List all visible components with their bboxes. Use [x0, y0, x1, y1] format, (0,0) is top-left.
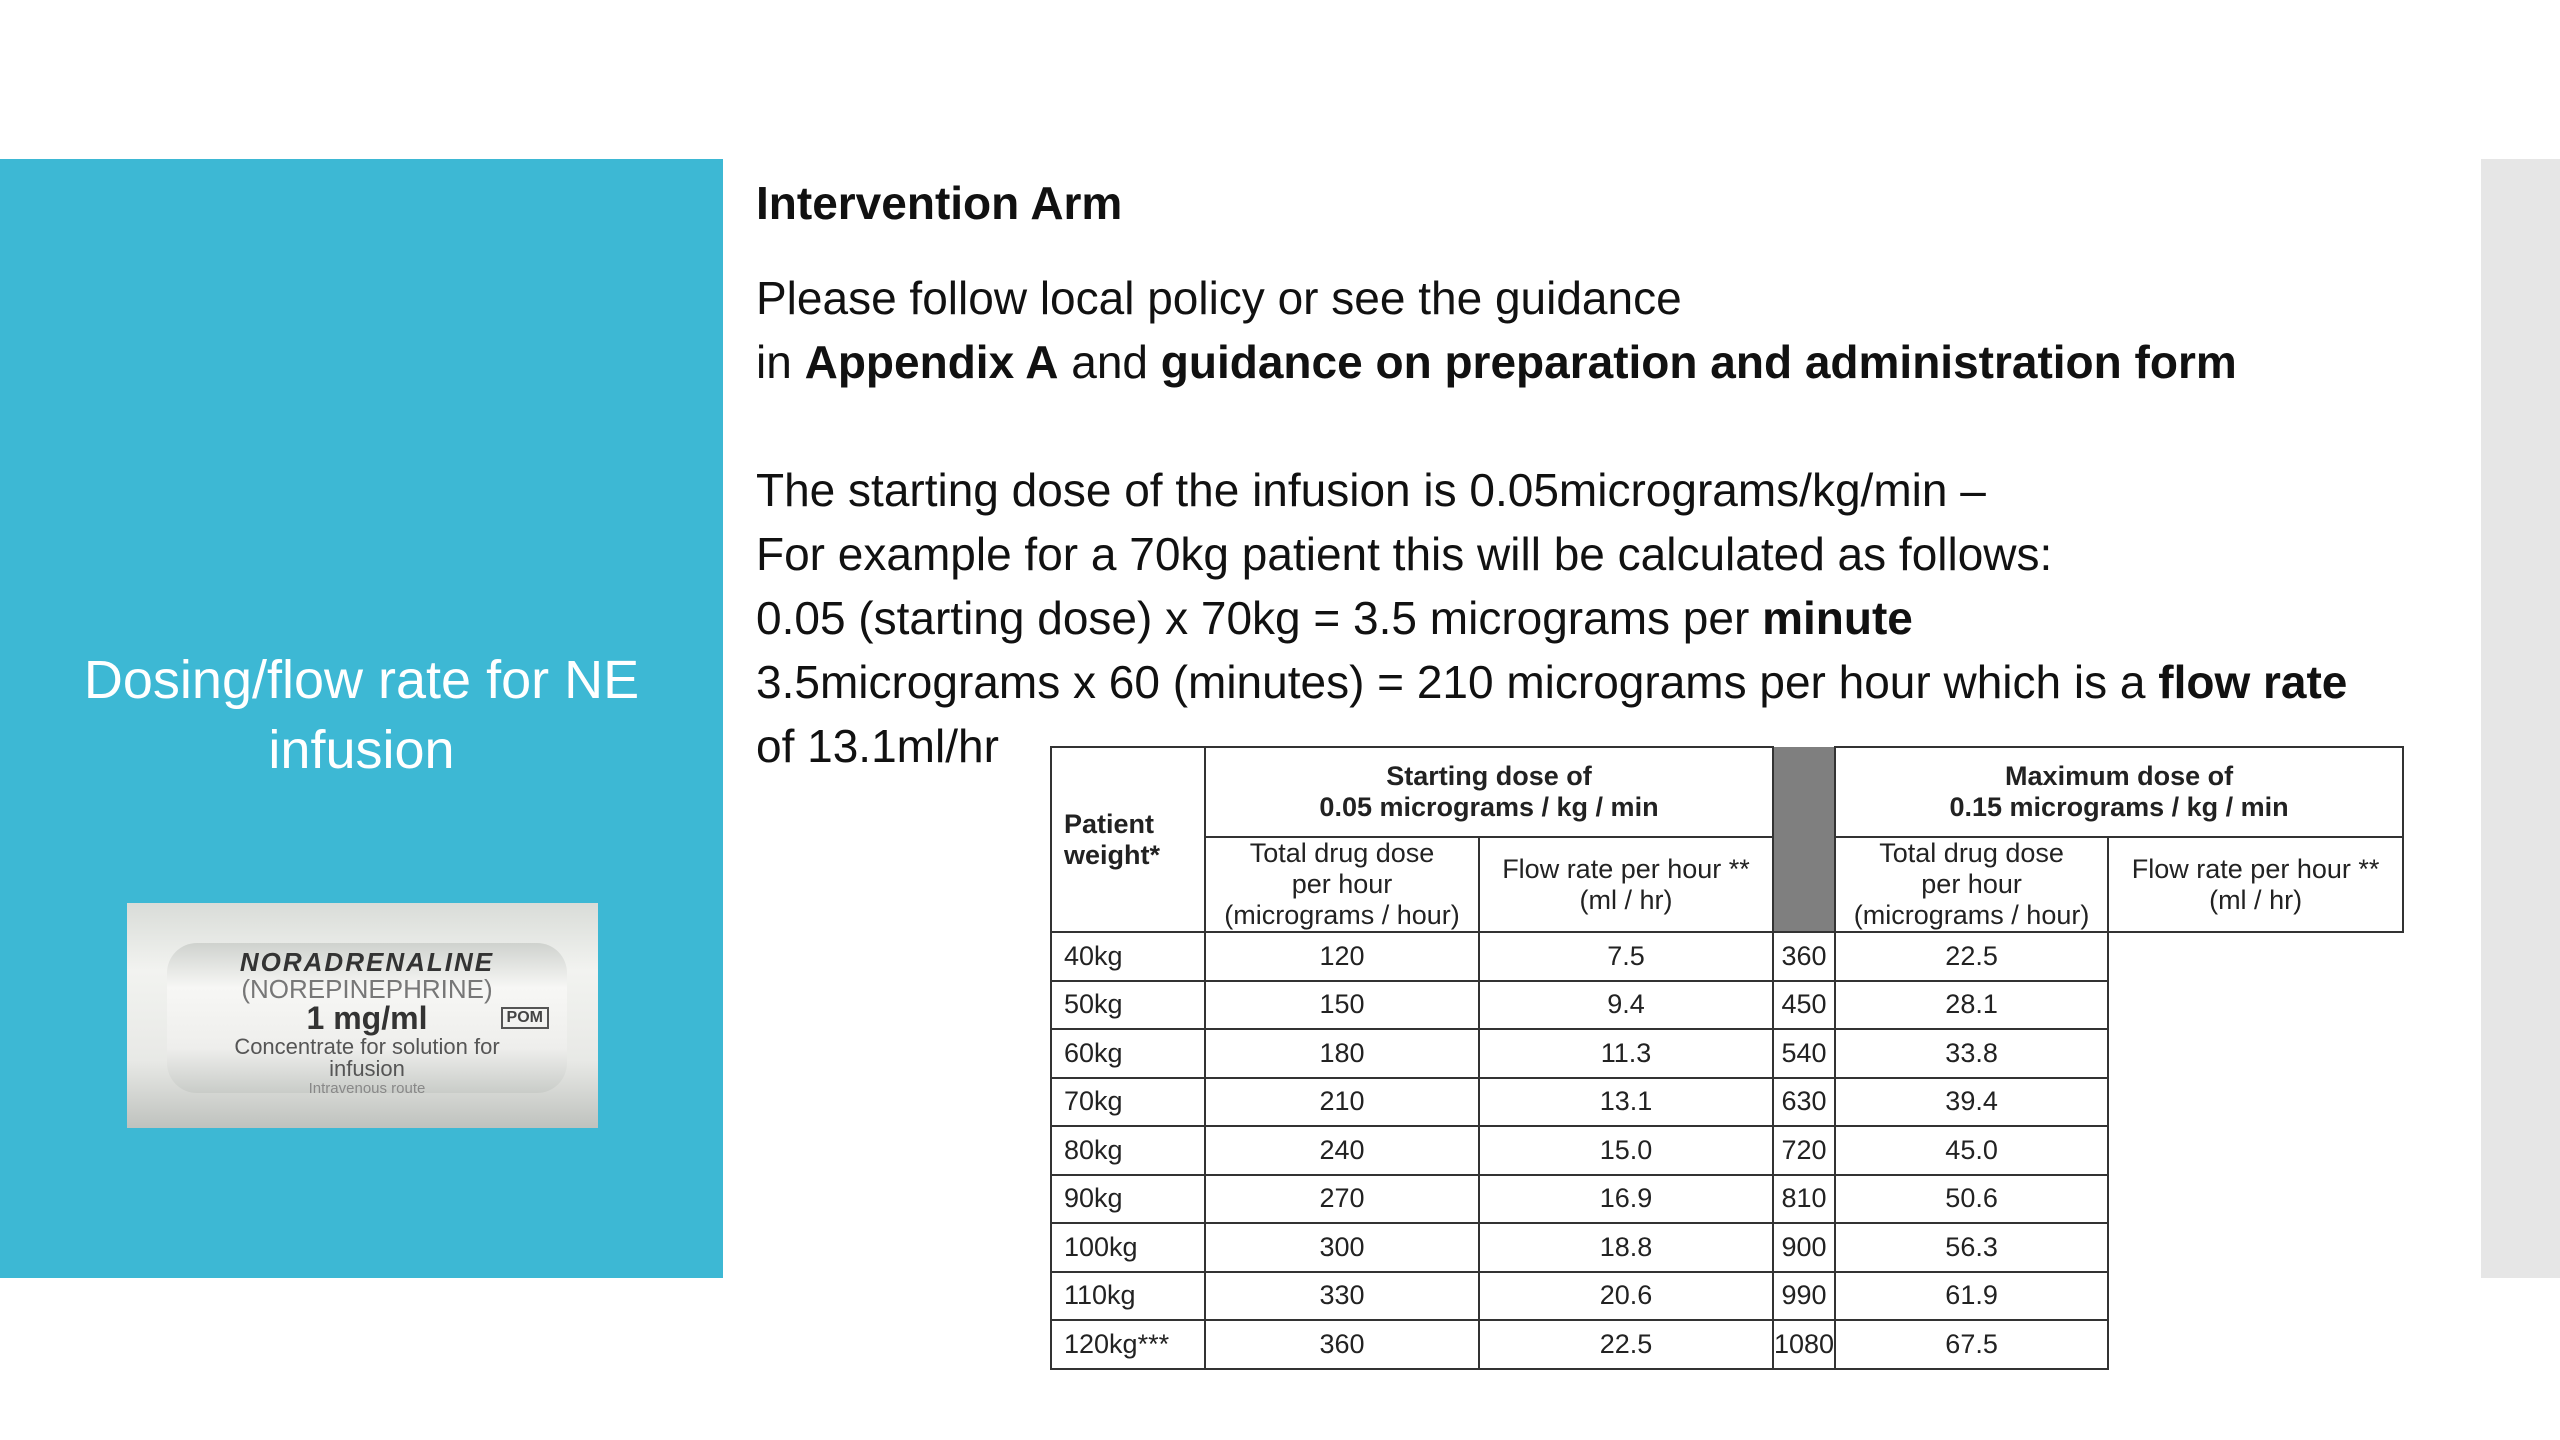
table-cell: 300 — [1204, 1222, 1480, 1273]
table-row: 40kg 120 7.5 360 22.5 — [1050, 931, 2403, 982]
section-heading: Intervention Arm — [756, 177, 1123, 229]
table-cell: 990 — [1771, 1270, 1837, 1321]
table-cell: 22.5 — [1478, 1319, 1774, 1370]
table-cell: 13.1 — [1478, 1076, 1774, 1127]
table-cell: 450 — [1771, 979, 1837, 1030]
right-edge-bar — [2481, 159, 2560, 1278]
table-cell: 11.3 — [1478, 1028, 1774, 1079]
table-cell: 15.0 — [1478, 1125, 1774, 1176]
table-cell: 7.5 — [1478, 931, 1774, 982]
table-cell: 360 — [1204, 1319, 1480, 1370]
table-cell: 70kg — [1050, 1076, 1206, 1127]
table-cell: 50.6 — [1834, 1173, 2110, 1224]
weight-header: Patient weight* — [1050, 746, 1206, 933]
table-row: 80kg 240 15.0 720 45.0 — [1050, 1125, 2403, 1176]
table-row: 100kg 300 18.8 900 56.3 — [1050, 1222, 2403, 1273]
table-cell: 180 — [1204, 1028, 1480, 1079]
table-cell: 67.5 — [1834, 1319, 2110, 1370]
starting-dose-header: Starting dose of 0.05 micrograms / kg / m… — [1204, 746, 1774, 838]
table-row: 70kg 210 13.1 630 39.4 — [1050, 1076, 2403, 1127]
table-cell: 45.0 — [1834, 1125, 2110, 1176]
table-row: 120kg*** 360 22.5 1080 67.5 — [1050, 1319, 2403, 1370]
table-cell: 720 — [1771, 1125, 1837, 1176]
total-dose-header: Total drug dose per hour (micrograms / hou… — [1834, 836, 2110, 933]
table-cell: 1080 — [1771, 1319, 1837, 1370]
table-cell: 630 — [1771, 1076, 1837, 1127]
table-cell: 110kg — [1050, 1270, 1206, 1321]
table-row: 110kg 330 20.6 990 61.9 — [1050, 1270, 2403, 1321]
table-cell: 120kg*** — [1050, 1319, 1206, 1370]
table-cell: 210 — [1204, 1076, 1480, 1127]
table-cell: 120 — [1204, 931, 1480, 982]
table-cell: 360 — [1771, 931, 1837, 982]
table-cell: 100kg — [1050, 1222, 1206, 1273]
table-cell: 16.9 — [1478, 1173, 1774, 1224]
table-row: 60kg 180 11.3 540 33.8 — [1050, 1028, 2403, 1079]
table-cell: 900 — [1771, 1222, 1837, 1273]
table-row: 50kg 150 9.4 450 28.1 — [1050, 979, 2403, 1030]
table-cell: 810 — [1771, 1173, 1837, 1224]
table-cell: 540 — [1771, 1028, 1837, 1079]
table-cell: 20.6 — [1478, 1270, 1774, 1321]
dosing-table: Patient weight* Starting dose of 0.05 mic… — [1050, 746, 2405, 1370]
table-cell: 22.5 — [1834, 931, 2110, 982]
table-cell: 39.4 — [1834, 1076, 2110, 1127]
table-cell: 18.8 — [1478, 1222, 1774, 1273]
table-cell: 150 — [1204, 979, 1480, 1030]
table-cell: 40kg — [1050, 931, 1206, 982]
slide-title: Dosing/flow rate for NE infusion — [83, 650, 640, 780]
flow-rate-header: Flow rate per hour ** (ml / hr) — [1478, 836, 1774, 933]
column-separator — [1773, 747, 1836, 932]
total-dose-header: Total drug dose per hour (micrograms / hou… — [1204, 836, 1480, 933]
main-content: Intervention Arm Please follow local pol… — [756, 170, 2476, 778]
table-cell: 240 — [1204, 1125, 1480, 1176]
noradrenaline-vial-photo: NORADRENALINE (NOREPINEPHRINE) 1 mg/ml P… — [127, 903, 598, 1128]
table-cell: 90kg — [1050, 1173, 1206, 1224]
flow-rate-header: Flow rate per hour ** (ml / hr) — [2107, 836, 2405, 933]
table-cell: 270 — [1204, 1173, 1480, 1224]
table-cell: 80kg — [1050, 1125, 1206, 1176]
table-cell: 330 — [1204, 1270, 1480, 1321]
table-cell: 61.9 — [1834, 1270, 2110, 1321]
table-cell: 33.8 — [1834, 1028, 2110, 1079]
table-cell: 9.4 — [1478, 979, 1774, 1030]
table-cell: 28.1 — [1834, 979, 2110, 1030]
table-cell: 50kg — [1050, 979, 1206, 1030]
table-row: 90kg 270 16.9 810 50.6 — [1050, 1173, 2403, 1224]
maximum-dose-header: Maximum dose of 0.15 micrograms / kg / mi… — [1834, 746, 2405, 838]
table-cell: 60kg — [1050, 1028, 1206, 1079]
table-cell: 56.3 — [1834, 1222, 2110, 1273]
